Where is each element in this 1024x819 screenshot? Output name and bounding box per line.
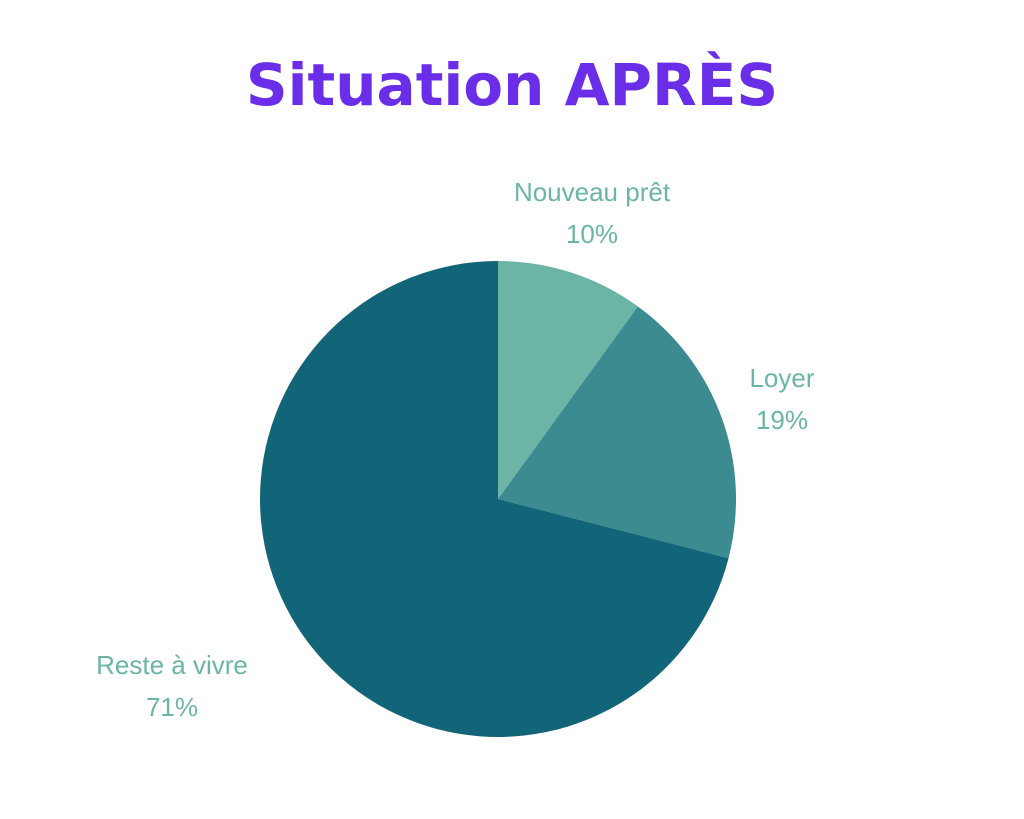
- slice-label-percent: 71%: [145, 692, 199, 722]
- slice-label-percent: 19%: [755, 405, 809, 435]
- slice-label-percent: 10%: [565, 219, 619, 249]
- slice-label-name: Reste à vivre: [96, 650, 248, 680]
- slice-label-name: Nouveau prêt: [513, 177, 671, 207]
- slice-label-name: Loyer: [749, 363, 815, 393]
- pie-slice-loyer: [498, 306, 736, 559]
- chart-title: Situation APRÈS: [245, 51, 779, 119]
- pie-slice-reste-a-vivre: [260, 261, 729, 737]
- slice-label-nouveau-pret: Nouveau prêt 10%: [472, 171, 712, 255]
- pie-slice-nouveau-pret: [498, 261, 638, 499]
- slice-label-loyer: Loyer 19%: [702, 357, 862, 441]
- slice-label-reste-a-vivre: Reste à vivre 71%: [52, 644, 292, 728]
